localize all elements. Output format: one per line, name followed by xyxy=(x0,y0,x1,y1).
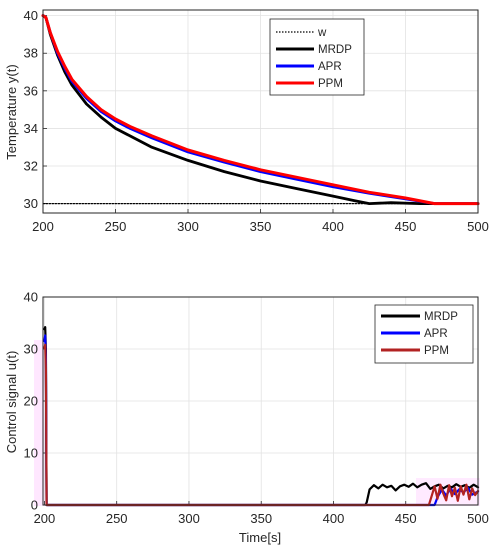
top-legend-label-ppm: PPM xyxy=(318,78,343,90)
top-plot-frame xyxy=(42,9,479,214)
top-y-tick-label: 38 xyxy=(24,46,38,61)
bottom-x-tick-label: 450 xyxy=(395,511,417,526)
bottom-x-tick-labels: 200 250 300 350 400 450 500 xyxy=(34,511,489,526)
top-y-tick-label: 34 xyxy=(24,121,38,136)
top-y-tick-labels: 30 32 34 36 38 40 xyxy=(24,8,38,211)
top-legend-label-w: w xyxy=(317,27,327,39)
bottom-x-tick-label: 500 xyxy=(467,511,489,526)
bottom-plot-frame xyxy=(42,296,479,506)
top-chart: 200 250 300 350 400 450 500 30 32 34 36 38 40 Tempe… xyxy=(4,8,489,234)
top-series xyxy=(41,14,480,206)
top-x-tick-label: 250 xyxy=(105,219,127,234)
top-legend-entry-mrdp: MRDP xyxy=(276,44,352,56)
top-x-tick-label: 200 xyxy=(32,219,54,234)
bottom-y-tick-labels: 0 10 20 30 40 xyxy=(24,290,38,513)
bottom-y-tick-label: 40 xyxy=(24,290,38,305)
bottom-legend-entry-mrdp: MRDP xyxy=(381,311,458,323)
top-x-tick-labels: 200 250 300 350 400 450 500 xyxy=(32,219,489,234)
top-x-tick-label: 350 xyxy=(250,219,272,234)
bottom-legend-label-mrdp: MRDP xyxy=(424,311,458,323)
top-y-tick-label: 32 xyxy=(24,159,38,174)
bottom-x-tick-label: 350 xyxy=(250,511,272,526)
bottom-legend-label-ppm: PPM xyxy=(424,345,449,357)
top-legend: w MRDP APR PPM xyxy=(269,18,365,96)
top-y-tick-label: 40 xyxy=(24,8,38,23)
bottom-x-tick-label: 200 xyxy=(34,511,56,526)
top-legend-entry-apr: APR xyxy=(276,61,342,73)
bottom-legend-entry-ppm: PPM xyxy=(381,345,449,357)
bottom-y-tick-label: 10 xyxy=(24,446,38,461)
bottom-legend-entry-apr: APR xyxy=(381,328,448,340)
top-x-tick-label: 400 xyxy=(322,219,344,234)
bottom-y-tick-label: 0 xyxy=(31,498,38,513)
bottom-legend-label-apr: APR xyxy=(424,328,448,340)
top-y-axis-label: Temperature y(t) xyxy=(4,64,19,159)
top-series-ppm xyxy=(41,14,480,206)
bottom-legend: MRDP APR PPM xyxy=(374,304,474,364)
top-legend-entry-ppm: PPM xyxy=(276,78,343,90)
bottom-x-axis-label: Time[s] xyxy=(239,530,281,545)
bottom-chart: 200 250 300 350 400 450 500 0 10 20 30 40 Control … xyxy=(4,290,489,546)
top-legend-label-mrdp: MRDP xyxy=(318,44,352,56)
bottom-y-tick-label: 20 xyxy=(24,394,38,409)
top-legend-label-apr: APR xyxy=(318,61,342,73)
bottom-y-axis-label: Control signal u(t) xyxy=(4,351,19,454)
top-y-tick-label: 36 xyxy=(24,83,38,98)
top-x-tick-label: 300 xyxy=(177,219,199,234)
bottom-x-tick-label: 300 xyxy=(178,511,200,526)
top-legend-entry-w: w xyxy=(276,27,327,39)
top-x-tick-label: 450 xyxy=(395,219,417,234)
bottom-series-mrdp xyxy=(43,326,480,507)
bottom-y-tick-label: 30 xyxy=(24,342,38,357)
top-x-tick-label: 500 xyxy=(467,219,489,234)
bottom-x-tick-label: 250 xyxy=(106,511,128,526)
top-y-tick-label: 30 xyxy=(24,196,38,211)
bottom-x-tick-label: 400 xyxy=(323,511,345,526)
